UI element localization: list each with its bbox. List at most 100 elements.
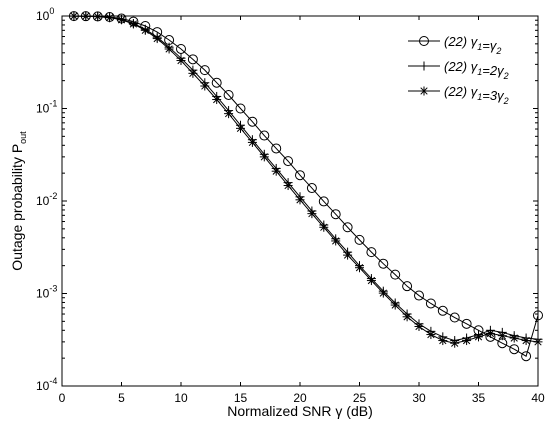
series-star-point	[378, 288, 388, 298]
y-tick-label: 10-1	[36, 99, 57, 116]
series-star-point-d2	[70, 12, 78, 20]
legend-item: (22) γ1=γ2	[408, 34, 501, 56]
legend-label: (22) γ1=3γ2	[444, 84, 509, 106]
series-star-point	[319, 222, 329, 232]
legend-prefix: (22)	[444, 34, 471, 49]
series-star-point-d2	[272, 167, 280, 175]
series-circle-point	[354, 234, 365, 245]
x-tick-label: 40	[531, 391, 545, 405]
y-tick-label: 10-3	[36, 284, 57, 301]
series-star-point	[176, 56, 186, 66]
legend-subscript: 1	[477, 92, 482, 102]
series-star-point-d2	[403, 313, 411, 321]
legend-symbol: γ	[471, 34, 479, 49]
series-star-point	[117, 15, 126, 25]
series-star-point-d2	[260, 153, 268, 161]
series-star-point	[485, 328, 495, 338]
legend-subscript: 2	[503, 71, 509, 81]
series-star-point	[188, 68, 198, 78]
series-star-line	[73, 15, 539, 344]
series-circle-point	[187, 54, 198, 65]
series-star-point-d2	[522, 336, 530, 345]
y-tick-exponent: -1	[49, 99, 57, 109]
series-circle-point	[533, 310, 543, 321]
series-star-point	[164, 44, 174, 54]
series-star-point-d2	[320, 223, 328, 231]
series-star-point	[105, 13, 115, 23]
series-star-point	[474, 332, 483, 342]
series-star-point-d2	[284, 181, 292, 190]
legend-item: (22) γ1=3γ2	[408, 84, 509, 106]
x-tick-label: 35	[472, 391, 486, 405]
legend-subscript: 2	[495, 46, 501, 56]
x-tick-label: 5	[118, 391, 125, 405]
series-star-point	[366, 276, 376, 286]
series-circle-point	[330, 209, 341, 220]
series-star-point-d2	[201, 82, 209, 90]
x-tick-label: 20	[293, 391, 307, 405]
series-circle-point	[271, 143, 282, 154]
series-circle-point	[402, 281, 413, 292]
legend-subscript: 1	[477, 42, 482, 52]
series-star-point	[331, 236, 341, 246]
series-star-point	[271, 166, 281, 176]
legend-label: (22) γ1=2γ2	[444, 59, 509, 81]
series-star-point	[450, 338, 460, 348]
legend-subscript: 1	[477, 67, 482, 77]
series-circle-point	[509, 344, 520, 355]
x-tick-label: 25	[353, 391, 367, 405]
y-tick-exponent: 0	[49, 6, 54, 16]
series-star-point-d2	[474, 333, 483, 341]
series-circle-point	[259, 130, 270, 141]
series-star-point-d2	[343, 251, 352, 259]
legend-symbol: γ	[471, 84, 479, 99]
legend-label: (22) γ1=γ2	[444, 34, 501, 56]
series-star-point	[236, 123, 245, 133]
series-star-point-d2	[153, 34, 161, 43]
series-star-point	[533, 337, 543, 347]
legend-symbol: =3γ	[482, 88, 505, 103]
series-star-point	[307, 209, 317, 219]
series-star-point	[521, 336, 531, 346]
series-star-point-d2	[141, 26, 149, 34]
y-tick-exponent: -4	[49, 376, 57, 386]
series-circle-point	[306, 183, 317, 194]
series-star-point	[224, 109, 234, 119]
series-star-point-d2	[129, 20, 138, 28]
y-tick-label: 100	[36, 6, 54, 23]
series-circle-point	[283, 156, 294, 167]
series-star-point	[81, 11, 91, 21]
series-star-point	[509, 333, 519, 343]
series-star-point	[497, 331, 507, 341]
y-tick-base: 10	[36, 287, 50, 301]
series-star-point	[355, 263, 364, 273]
series-star-point-d2	[439, 336, 447, 345]
series-star-point-d2	[510, 334, 518, 342]
series-circle-point	[414, 290, 424, 301]
legend-symbol: =γ	[482, 38, 498, 53]
legend-item: (22) γ1=2γ2	[408, 59, 509, 81]
series-star-point-d2	[462, 336, 471, 345]
series-layer	[68, 11, 543, 362]
series-circle-point	[390, 269, 401, 280]
series-star-point-d2	[105, 13, 114, 22]
series-circle-point	[247, 116, 258, 127]
series-circle-point	[521, 351, 532, 362]
legend-marker	[419, 61, 429, 71]
series-circle-point	[449, 312, 460, 323]
series-star-point-d2	[498, 332, 506, 340]
series-star-point-d2	[379, 289, 387, 297]
series-star-point-d2	[451, 339, 459, 347]
y-axis-label-main: Outage probability P	[9, 144, 25, 271]
series-circle-point	[425, 298, 436, 309]
y-tick-base: 10	[36, 379, 50, 393]
series-star	[69, 11, 543, 348]
series-star-point-d2	[534, 338, 542, 346]
series-star-point-d2	[308, 209, 316, 218]
x-tick-label: 10	[174, 391, 188, 405]
series-star-point	[152, 34, 162, 44]
series-star-point-d2	[165, 45, 173, 53]
series-circle	[68, 11, 543, 362]
series-star-point	[283, 181, 293, 191]
